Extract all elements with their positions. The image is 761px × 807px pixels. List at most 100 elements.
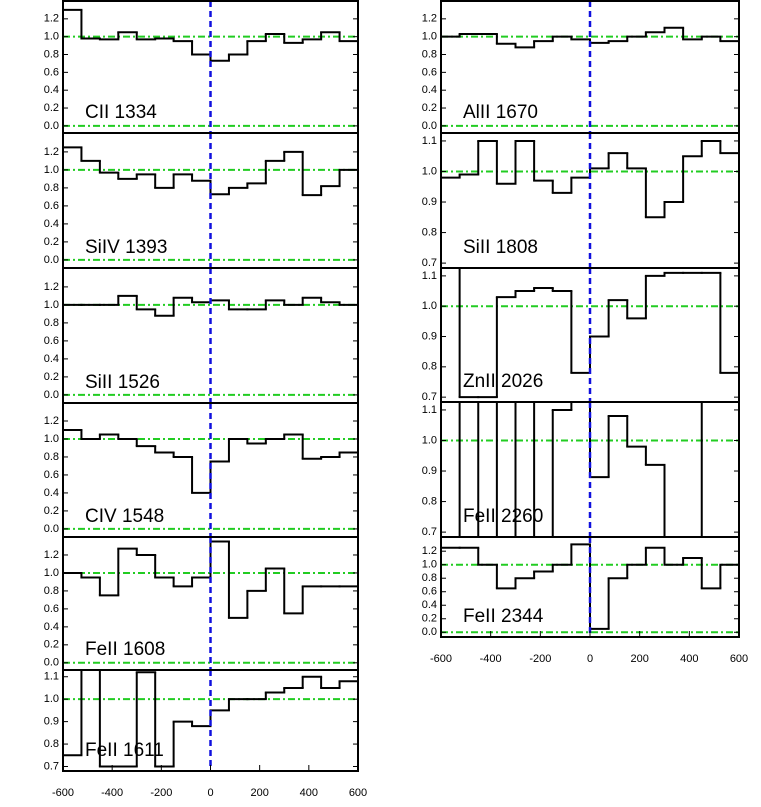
y-tick-label: 1.2 bbox=[44, 146, 59, 158]
y-tick-label: 1.0 bbox=[44, 164, 59, 176]
y-tick-label: 0.9 bbox=[422, 465, 437, 477]
y-tick-label: 0.7 bbox=[422, 526, 437, 538]
y-tick-label: 0.0 bbox=[44, 254, 59, 266]
y-tick-label: 0.4 bbox=[422, 84, 437, 96]
y-tick-label: 0.0 bbox=[422, 626, 437, 638]
y-tick-label: 1.1 bbox=[422, 135, 437, 147]
y-tick-label: 0.8 bbox=[44, 182, 59, 194]
y-tick-label: 0.4 bbox=[44, 487, 59, 499]
panel: 0.7 0.8 0.9 1.0 1.1 SiII 1808 bbox=[422, 132, 740, 269]
plot-area bbox=[63, 133, 358, 268]
plot-area bbox=[63, 670, 358, 771]
panel: 0.7 0.8 0.9 1.0 1.1 FeII 2260 bbox=[422, 401, 740, 538]
x-tick-label: 0 bbox=[207, 787, 213, 799]
y-tick-label: 1.1 bbox=[44, 671, 59, 683]
x-tick-label: 400 bbox=[680, 653, 698, 665]
line-label: SiII 1526 bbox=[85, 372, 160, 393]
plot-area bbox=[441, 133, 739, 268]
y-tick-label: 0.8 bbox=[44, 451, 59, 463]
y-tick-label: 0.9 bbox=[422, 330, 437, 342]
x-tick-label: -400 bbox=[480, 653, 502, 665]
y-tick-label: 0.4 bbox=[44, 621, 59, 633]
y-tick-label: 0.6 bbox=[44, 335, 59, 347]
y-tick-label: 0.8 bbox=[422, 495, 437, 507]
y-tick-label: 0.4 bbox=[44, 84, 59, 96]
line-label: FeII 2260 bbox=[463, 506, 543, 527]
y-tick-label: 0.2 bbox=[422, 613, 437, 625]
x-tick-label: 600 bbox=[349, 787, 367, 799]
y-tick-label: 1.2 bbox=[44, 415, 59, 427]
y-tick-label: 0.4 bbox=[44, 353, 59, 365]
y-tick-label: 1.0 bbox=[422, 434, 437, 446]
y-tick-label: 0.2 bbox=[44, 505, 59, 517]
y-tick-label: 0.2 bbox=[44, 371, 59, 383]
y-tick-label: 0.9 bbox=[44, 716, 59, 728]
panel: 0.0 0.2 0.4 0.6 0.8 1.0 1.2 CIV 1548 bbox=[44, 402, 359, 538]
plot-area bbox=[441, 268, 739, 402]
y-tick-label: 0.6 bbox=[422, 586, 437, 598]
x-tick-label: -600 bbox=[52, 787, 74, 799]
y-tick-label: 0.8 bbox=[44, 585, 59, 597]
line-label: CII 1334 bbox=[85, 102, 157, 123]
y-tick-label: 1.0 bbox=[422, 300, 437, 312]
plot-area bbox=[63, 1, 358, 133]
x-tick-label: 0 bbox=[587, 653, 593, 665]
plot-area bbox=[63, 537, 358, 670]
x-tick-label: 600 bbox=[730, 653, 748, 665]
y-tick-label: 0.7 bbox=[44, 760, 59, 772]
y-tick-label: 0.2 bbox=[44, 236, 59, 248]
y-tick-label: 0.4 bbox=[44, 218, 59, 230]
y-tick-label: 0.8 bbox=[44, 48, 59, 60]
y-tick-label: 1.1 bbox=[422, 270, 437, 282]
x-tick-label: 200 bbox=[630, 653, 648, 665]
y-tick-label: 0.7 bbox=[422, 391, 437, 403]
y-tick-label: 0.2 bbox=[44, 102, 59, 114]
line-label: FeII 1608 bbox=[85, 639, 165, 660]
x-tick-label: -200 bbox=[150, 787, 172, 799]
panel: 0.0 0.2 0.4 0.6 0.8 1.0 1.2 CII 1334 bbox=[44, 0, 359, 134]
line-label: AlII 1670 bbox=[463, 102, 538, 123]
panel: 0.0 0.2 0.4 0.6 0.8 1.0 1.2 AlII 1670 bbox=[422, 0, 740, 134]
y-tick-label: 0.8 bbox=[44, 738, 59, 750]
y-tick-label: 0.8 bbox=[422, 48, 437, 60]
x-tick-label: -400 bbox=[101, 787, 123, 799]
y-tick-label: 1.0 bbox=[44, 31, 59, 43]
panel: 0.00.2 0.40.6 0.81.0 1.2 -600 -400 -200 0 200 400… bbox=[422, 536, 748, 665]
panel: 0.7 0.8 0.9 1.0 1.1 -600 -400 -200 0 200 400 600 FeI… bbox=[44, 669, 367, 799]
y-tick-label: 1.0 bbox=[44, 693, 59, 705]
y-tick-label: 0.0 bbox=[44, 657, 59, 669]
x-tick-label: -200 bbox=[529, 653, 551, 665]
plot-area bbox=[63, 403, 358, 537]
y-tick-label: 1.0 bbox=[44, 299, 59, 311]
plot-area bbox=[63, 268, 358, 403]
y-tick-label: 0.8 bbox=[422, 572, 437, 584]
y-tick-label: 1.2 bbox=[44, 549, 59, 561]
line-label: ZnII 2026 bbox=[463, 371, 543, 392]
y-tick-label: 1.2 bbox=[422, 545, 437, 557]
x-tick-label: -600 bbox=[430, 653, 452, 665]
y-tick-label: 0.8 bbox=[422, 361, 437, 373]
x-tick-label: 400 bbox=[300, 787, 318, 799]
y-tick-label: 1.2 bbox=[44, 13, 59, 25]
y-tick-label: 0.8 bbox=[422, 226, 437, 238]
line-label: CIV 1548 bbox=[85, 506, 164, 527]
y-tick-label: 0.9 bbox=[422, 196, 437, 208]
y-tick-label: 0.8 bbox=[44, 317, 59, 329]
y-tick-label: 1.0 bbox=[422, 31, 437, 43]
plot-area bbox=[441, 402, 739, 537]
y-tick-label: 1.0 bbox=[44, 567, 59, 579]
y-tick-label: 0.0 bbox=[44, 389, 59, 401]
line-label: SiIV 1393 bbox=[85, 237, 167, 258]
panel: 0.7 0.8 0.9 1.0 1.1 ZnII 2026 bbox=[422, 267, 740, 403]
panel-frame bbox=[440, 536, 740, 638]
y-tick-label: 1.2 bbox=[44, 281, 59, 293]
y-tick-label: 0.6 bbox=[44, 603, 59, 615]
panel: 0.0 0.2 0.4 0.6 0.8 1.0 1.2 SiII 1526 bbox=[44, 267, 359, 404]
plot-area bbox=[441, 1, 739, 133]
y-tick-label: 0.7 bbox=[422, 257, 437, 269]
panel: 0.0 0.2 0.4 0.6 0.8 1.0 1.2 SiIV 1393 bbox=[44, 132, 359, 269]
y-tick-label: 0.6 bbox=[44, 66, 59, 78]
y-tick-label: 0.6 bbox=[44, 469, 59, 481]
y-tick-label: 0.2 bbox=[422, 102, 437, 114]
